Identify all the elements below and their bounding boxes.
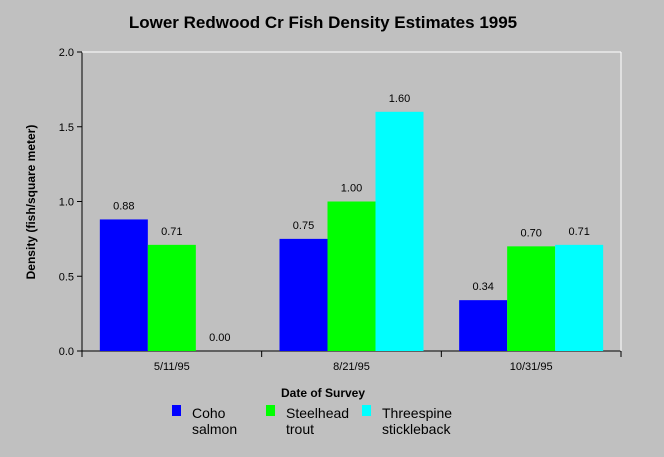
x-tick-label: 10/31/95 xyxy=(510,361,553,373)
data-label: 0.34 xyxy=(472,281,493,293)
data-label: 0.71 xyxy=(161,226,182,238)
legend-swatch xyxy=(266,405,275,416)
y-tick-label: 0.5 xyxy=(59,271,74,283)
data-label: 0.75 xyxy=(293,220,314,232)
bar xyxy=(375,111,424,351)
y-tick-label: 0.0 xyxy=(59,346,74,358)
legend-label: salmon xyxy=(192,421,237,437)
x-axis-label: Date of Survey xyxy=(281,386,365,400)
data-label: 0.71 xyxy=(568,226,589,238)
bar xyxy=(99,219,148,351)
bar xyxy=(555,244,604,351)
legend-label: Coho xyxy=(192,405,226,421)
bar xyxy=(459,300,508,351)
data-label: 0.00 xyxy=(209,332,230,344)
y-axis-label: Density (fish/square meter) xyxy=(24,125,38,280)
legend-label: Threespine xyxy=(382,405,452,421)
y-tick-label: 1.5 xyxy=(59,122,74,134)
data-label: 0.70 xyxy=(520,227,541,239)
data-label: 1.00 xyxy=(341,183,362,195)
bar xyxy=(147,244,196,351)
data-label: 1.60 xyxy=(389,93,410,105)
x-tick-label: 5/11/95 xyxy=(154,361,190,373)
legend-swatch xyxy=(362,405,371,416)
data-label: 0.88 xyxy=(113,200,134,212)
legend-label: stickleback xyxy=(382,421,451,437)
bar xyxy=(279,238,328,351)
legend-swatch xyxy=(172,405,181,416)
chart-title: Lower Redwood Cr Fish Density Estimates … xyxy=(129,13,517,32)
bar xyxy=(507,246,556,351)
y-tick-label: 2.0 xyxy=(59,47,74,59)
legend-label: Steelhead xyxy=(286,405,349,421)
legend-label: trout xyxy=(286,421,314,437)
x-tick-label: 8/21/95 xyxy=(333,361,370,373)
bar xyxy=(327,201,376,351)
plot-area: 0.0 0.5 1.0 1.5 2.0 0.88 0.71 0.00 5/11/95 0.75 1.… xyxy=(59,47,622,373)
y-tick-label: 1.0 xyxy=(59,197,74,209)
